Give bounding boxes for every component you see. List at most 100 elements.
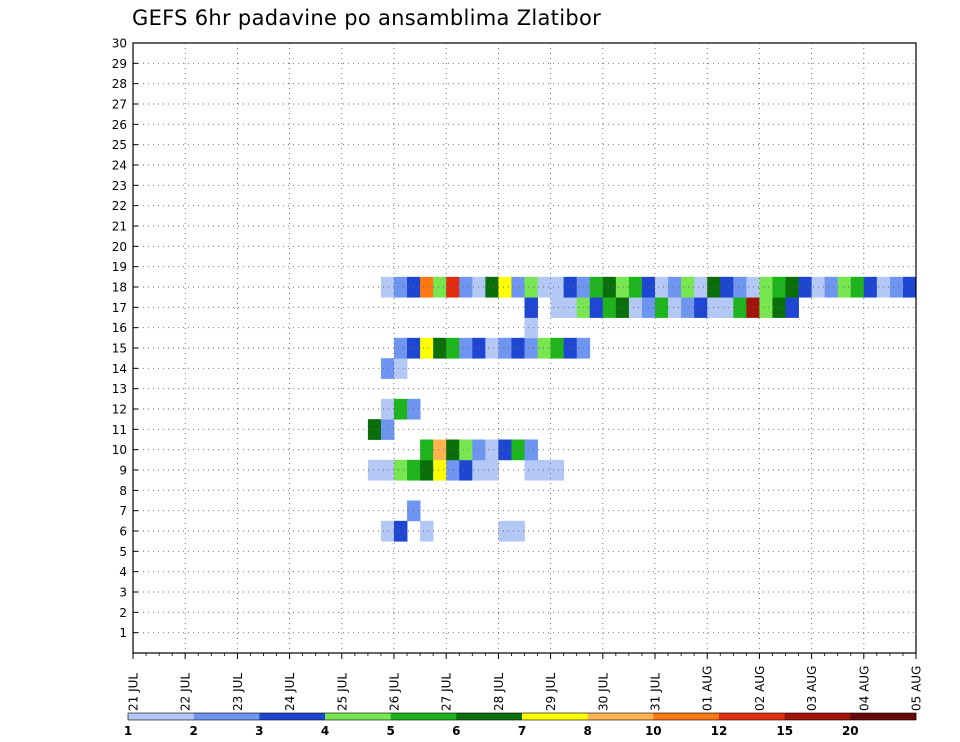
heatmap-cell (446, 276, 460, 298)
legend-swatch (128, 713, 194, 720)
x-tick-label: 21 JUL (127, 673, 141, 711)
heatmap-cell (550, 276, 565, 298)
heatmap-cell (524, 317, 538, 339)
heatmap-cell (472, 276, 486, 298)
heatmap-cell (720, 297, 734, 318)
x-tick-label: 23 JUL (231, 673, 245, 711)
heatmap-cell (459, 337, 473, 359)
y-tick-label: 3 (119, 586, 127, 600)
heatmap-cell (380, 398, 395, 420)
heatmap-cell (446, 459, 460, 481)
heatmap-cell (459, 439, 473, 461)
legend-label: 5 (387, 724, 395, 738)
y-tick-label: 1 (119, 626, 127, 640)
heatmap-cell (498, 337, 512, 359)
heatmap-cell (472, 459, 486, 481)
y-tick-label: 10 (112, 443, 127, 457)
heatmap-cell (498, 276, 512, 298)
heatmap-cell (668, 276, 682, 298)
heatmap-cell (485, 276, 499, 298)
heatmap-cell (394, 276, 408, 298)
heatmap-cell (485, 439, 499, 461)
heatmap-cell (550, 337, 565, 359)
legend-label: 12 (711, 724, 728, 738)
heatmap-cell (889, 276, 904, 298)
x-tick-label: 01 AUG (701, 666, 715, 711)
heatmap-cell (602, 297, 617, 318)
y-tick-label: 11 (112, 423, 127, 437)
heatmap-cell (380, 520, 395, 542)
heatmap-cell (694, 276, 708, 298)
heatmap-cell (498, 439, 512, 461)
heatmap-cell (420, 439, 434, 461)
legend-swatch (259, 713, 326, 720)
legend-label: 4 (321, 724, 329, 738)
y-tick-label: 14 (112, 362, 127, 376)
heatmap-cell (589, 276, 604, 298)
heatmap-cell (472, 337, 486, 359)
y-axis: 1234567891011121314151617181920212223242… (112, 37, 138, 640)
legend-swatch (653, 713, 720, 720)
legend-label: 3 (255, 724, 263, 738)
heatmap-cell (394, 459, 408, 481)
heatmap-cell (524, 337, 538, 359)
legend-label: 1 (124, 724, 132, 738)
heatmap-cell (628, 276, 643, 298)
heatmap-cell (433, 459, 447, 481)
heatmap-cell (602, 276, 617, 298)
heatmap-cell (472, 439, 486, 461)
heatmap-cell (589, 297, 604, 318)
legend-label: 15 (776, 724, 793, 738)
y-tick-label: 29 (112, 57, 127, 71)
heatmap-cell (681, 297, 695, 318)
heatmap-cell (433, 337, 447, 359)
y-tick-label: 6 (119, 525, 127, 539)
y-tick-label: 26 (112, 118, 127, 132)
heatmap-cell (420, 520, 434, 542)
y-tick-label: 5 (119, 545, 127, 559)
heatmap-cell (537, 276, 551, 298)
heatmap-cell (446, 337, 460, 359)
heatmap-cell (798, 276, 812, 298)
y-tick-label: 4 (119, 565, 127, 579)
y-tick-label: 16 (112, 321, 127, 335)
x-tick-label: 28 JUL (492, 673, 506, 711)
y-tick-label: 20 (112, 240, 127, 254)
heatmap-cell (563, 276, 578, 298)
y-tick-label: 24 (112, 159, 127, 173)
y-tick-label: 18 (112, 281, 127, 295)
heatmap-cell (720, 276, 734, 298)
x-tick-label: 04 AUG (857, 666, 871, 711)
heatmap-cell (733, 276, 747, 298)
legend-swatch (850, 713, 917, 720)
y-tick-label: 12 (112, 403, 127, 417)
heatmap-cell (524, 297, 538, 318)
x-axis: 21 JUL 22 JUL 23 JUL 24 JUL 25 JUL 26 JUL 27 J… (127, 653, 924, 711)
y-tick-label: 22 (112, 199, 127, 213)
y-tick-label: 9 (119, 464, 127, 478)
y-tick-label: 25 (112, 138, 127, 152)
x-tick-label: 26 JUL (388, 673, 402, 711)
legend-label: 7 (518, 724, 526, 738)
legend-label: 6 (452, 724, 460, 738)
x-tick-label: 22 JUL (179, 673, 193, 711)
y-tick-label: 30 (112, 37, 127, 51)
heatmap-cell (850, 276, 865, 298)
heatmap-cell (420, 276, 434, 298)
y-tick-label: 21 (112, 220, 127, 234)
legend-label: 20 (842, 724, 859, 738)
heatmap-cell (446, 439, 460, 461)
legend-swatch (456, 713, 523, 720)
x-tick-label: 05 AUG (910, 666, 924, 711)
heatmap-cell (785, 276, 799, 298)
heatmap-cell (394, 398, 408, 420)
legend-label: 8 (584, 724, 592, 738)
heatmap-cell (537, 459, 551, 481)
x-tick-label: 30 JUL (596, 673, 610, 711)
chart-title: GEFS 6hr padavine po ansamblima Zlatibor (132, 6, 602, 30)
legend-swatch (193, 713, 260, 720)
y-tick-label: 27 (112, 98, 127, 112)
x-tick-label: 03 AUG (805, 666, 819, 711)
y-tick-label: 28 (112, 77, 127, 91)
